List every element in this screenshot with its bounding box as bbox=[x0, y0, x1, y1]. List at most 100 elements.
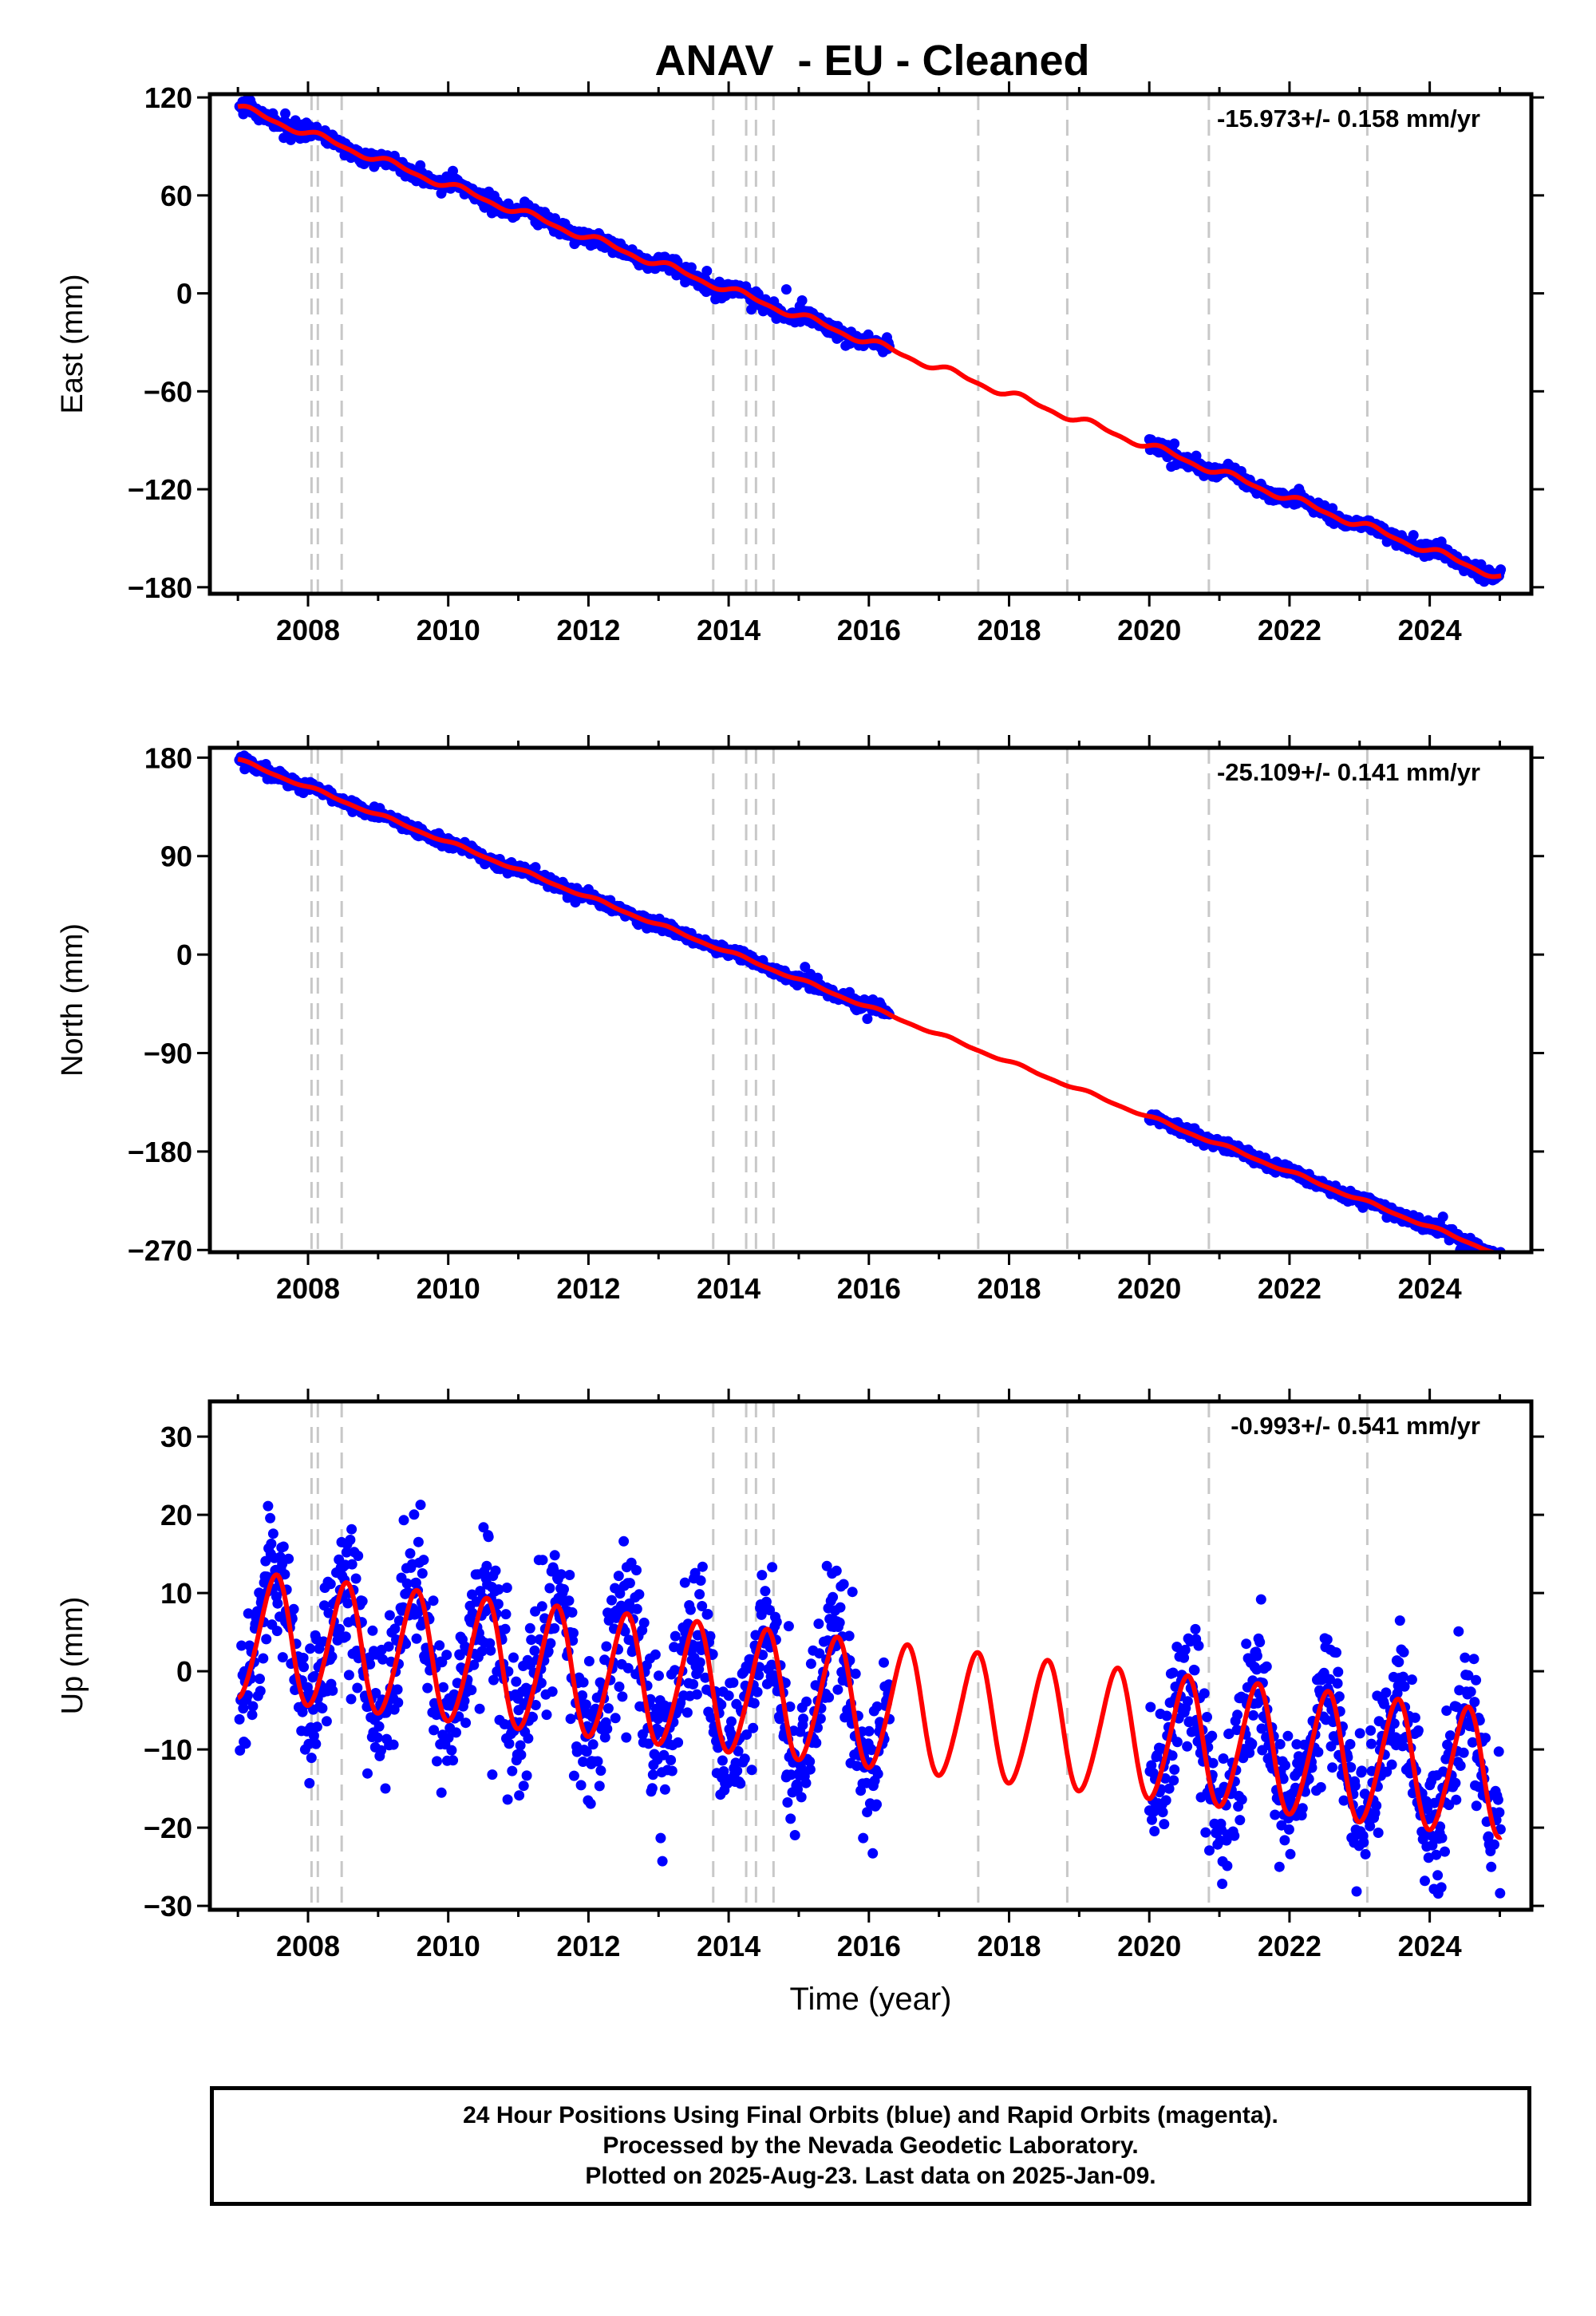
data-point bbox=[701, 266, 713, 276]
data-point bbox=[746, 1765, 757, 1776]
data-point bbox=[265, 1512, 276, 1524]
footer-line-1: 24 Hour Positions Using Final Orbits (bl… bbox=[463, 2102, 1278, 2128]
data-point bbox=[263, 1500, 274, 1512]
data-point bbox=[466, 1685, 477, 1696]
data-point bbox=[278, 1541, 289, 1552]
data-point bbox=[847, 1587, 858, 1598]
data-point bbox=[460, 1717, 472, 1729]
data-point bbox=[568, 1770, 579, 1781]
x-tick-label: 2016 bbox=[837, 1930, 901, 1962]
x-tick-label: 2018 bbox=[977, 1930, 1041, 1962]
data-point bbox=[681, 1707, 693, 1718]
data-point bbox=[247, 1701, 259, 1712]
data-point bbox=[583, 1656, 595, 1666]
data-point bbox=[767, 1562, 778, 1573]
data-point bbox=[1251, 1650, 1262, 1662]
data-point bbox=[380, 1783, 391, 1794]
data-point bbox=[728, 1677, 739, 1688]
data-point bbox=[310, 1738, 322, 1749]
panel-north: 180 90 0 −90 −180 −270 2008 2010 2012 2014 2016 201… bbox=[56, 735, 1544, 1305]
data-point bbox=[1397, 1671, 1408, 1682]
data-point bbox=[1492, 1925, 1503, 1935]
data-point bbox=[373, 1721, 385, 1732]
data-point bbox=[1444, 1730, 1456, 1741]
data-point bbox=[415, 1500, 426, 1511]
x-tick-label: 2010 bbox=[417, 614, 480, 646]
data-point bbox=[1345, 1739, 1356, 1749]
data-point bbox=[1440, 1846, 1450, 1857]
data-point bbox=[617, 1691, 628, 1702]
y-tick-label: 90 bbox=[160, 840, 192, 873]
data-point bbox=[673, 1737, 684, 1748]
y-tick-label: 60 bbox=[160, 180, 192, 212]
data-point bbox=[1274, 1861, 1285, 1872]
x-tick-label: 2016 bbox=[837, 614, 901, 646]
data-point bbox=[1398, 1646, 1409, 1658]
data-point bbox=[614, 1682, 625, 1692]
data-point bbox=[1495, 564, 1507, 575]
data-point bbox=[796, 295, 808, 306]
x-tick-label: 2022 bbox=[1258, 1272, 1321, 1305]
data-point bbox=[1458, 1747, 1469, 1758]
x-tick-label: 2020 bbox=[1117, 614, 1181, 646]
data-point bbox=[789, 1830, 800, 1840]
data-point bbox=[732, 1765, 743, 1777]
data-point bbox=[267, 1528, 279, 1539]
data-point bbox=[345, 1535, 356, 1545]
y-tick-label: 30 bbox=[160, 1421, 192, 1453]
x-tick-label: 2016 bbox=[837, 1272, 901, 1305]
data-point bbox=[800, 1777, 812, 1788]
data-point bbox=[1406, 1674, 1417, 1686]
data-point bbox=[601, 1641, 612, 1652]
data-point bbox=[567, 1607, 578, 1618]
data-point bbox=[1450, 1777, 1461, 1788]
data-point bbox=[800, 962, 811, 973]
x-tick-label: 2024 bbox=[1398, 614, 1462, 646]
data-point bbox=[1358, 1837, 1369, 1848]
data-point bbox=[409, 1509, 420, 1520]
x-tick-label: 2008 bbox=[276, 1272, 340, 1305]
data-point bbox=[835, 1602, 846, 1613]
data-point bbox=[655, 1832, 666, 1844]
data-point bbox=[691, 1689, 702, 1700]
data-point bbox=[760, 1586, 771, 1597]
data-point bbox=[1297, 1803, 1308, 1814]
data-point bbox=[1381, 1687, 1392, 1698]
data-point bbox=[726, 1716, 737, 1727]
data-point bbox=[1471, 1800, 1482, 1812]
data-point bbox=[1246, 1738, 1258, 1749]
data-point bbox=[685, 1604, 696, 1615]
data-point bbox=[1493, 1746, 1504, 1757]
x-tick-label: 2008 bbox=[276, 1930, 340, 1962]
data-point bbox=[304, 1777, 315, 1788]
data-point bbox=[1482, 1253, 1492, 1263]
data-point bbox=[1480, 1733, 1491, 1744]
data-point bbox=[487, 1769, 498, 1780]
data-point bbox=[631, 1565, 642, 1575]
data-point bbox=[327, 1685, 338, 1696]
data-point bbox=[594, 1780, 605, 1792]
data-point bbox=[1460, 1652, 1471, 1663]
data-point bbox=[240, 1738, 251, 1749]
y-tick-label: −180 bbox=[128, 571, 192, 604]
data-point bbox=[613, 1571, 624, 1582]
data-point bbox=[1217, 1879, 1228, 1889]
data-point bbox=[367, 1625, 378, 1636]
data-point bbox=[679, 1577, 690, 1588]
data-point bbox=[436, 1787, 447, 1798]
x-tick-label: 2024 bbox=[1398, 1930, 1462, 1962]
data-point bbox=[501, 1583, 512, 1593]
data-point bbox=[796, 1792, 807, 1803]
data-point bbox=[306, 1753, 317, 1764]
data-point bbox=[666, 1765, 678, 1777]
data-point bbox=[1236, 1794, 1247, 1805]
data-point bbox=[234, 1713, 245, 1725]
data-point bbox=[384, 1610, 395, 1621]
data-point bbox=[1494, 1807, 1505, 1818]
data-point bbox=[646, 1783, 658, 1794]
data-point bbox=[749, 1697, 760, 1709]
data-point bbox=[654, 1670, 664, 1682]
data-point bbox=[277, 1652, 288, 1663]
data-point bbox=[1313, 1746, 1324, 1757]
